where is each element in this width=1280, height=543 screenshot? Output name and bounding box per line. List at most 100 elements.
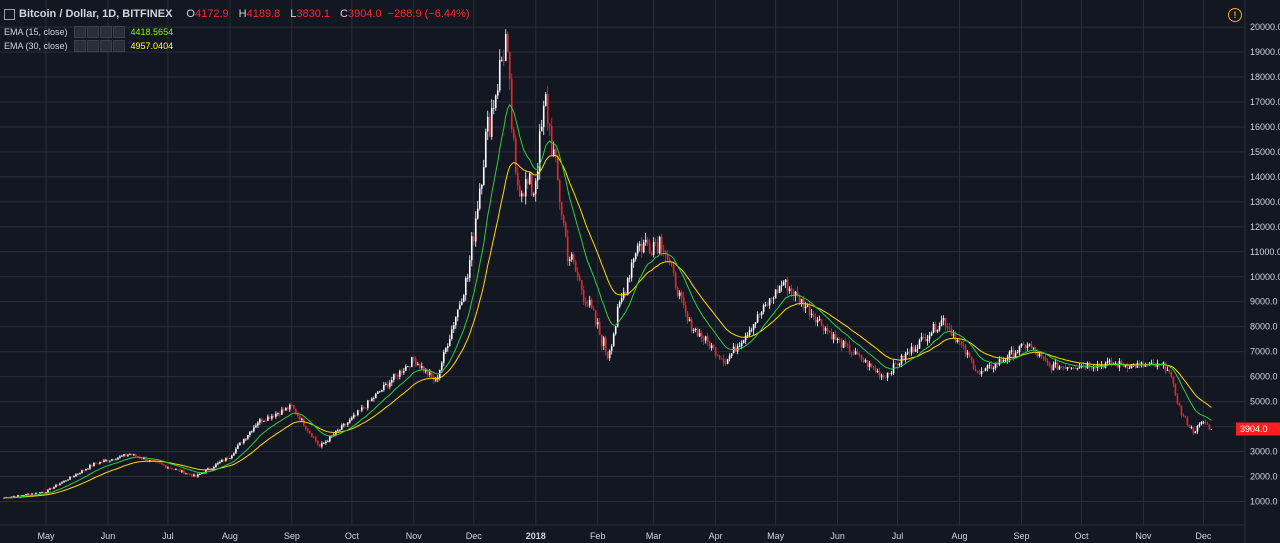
candle-body — [984, 368, 987, 372]
candle-body — [185, 473, 187, 475]
candle-body — [410, 357, 413, 367]
candle-body — [740, 342, 743, 347]
time-axis[interactable]: May Jun Jul Aug Sep Oct Nov Dec 2018 Feb Mar Apr May… — [37, 531, 1211, 541]
candle-body — [151, 459, 153, 461]
candle-body — [464, 278, 467, 296]
symbol-title[interactable]: Bitcoin / Dollar, 1D, BITFINEX — [19, 8, 173, 20]
candle-body — [942, 318, 945, 321]
ema-15-label[interactable]: EMA (15, close) — [4, 27, 68, 37]
ema-15-buttons[interactable] — [73, 26, 125, 38]
y-tick-label: 1000.0 — [1250, 497, 1278, 507]
candle-body — [1162, 362, 1165, 365]
candle-body — [828, 330, 831, 333]
candle-body — [928, 335, 931, 340]
collapse-icon[interactable] — [4, 8, 15, 20]
candle-body — [888, 372, 891, 374]
candle-body — [179, 469, 181, 472]
candle-body — [642, 242, 645, 253]
candle-body — [311, 433, 313, 438]
candle-body — [367, 400, 369, 408]
candle-body — [814, 317, 817, 323]
candle-body — [660, 236, 663, 250]
candle-body — [23, 495, 25, 496]
candle-body — [564, 223, 567, 237]
candle-body — [424, 369, 427, 372]
candle-body — [440, 362, 443, 370]
settings-icon[interactable] — [86, 26, 99, 38]
candle-body — [271, 415, 273, 419]
candle-body — [744, 335, 747, 341]
candle-body — [1006, 358, 1009, 361]
candle-body — [946, 326, 949, 328]
candle-body — [121, 455, 123, 457]
candle-body — [1016, 352, 1019, 354]
candle-body — [618, 301, 621, 307]
candle-body — [287, 407, 289, 410]
candle-body — [902, 355, 905, 360]
candle-body — [1012, 350, 1015, 358]
candle-body — [63, 480, 65, 483]
candle-body — [444, 348, 447, 353]
candle-body — [632, 259, 635, 263]
candle-body — [684, 305, 687, 313]
candle-body — [15, 496, 17, 498]
candle-body — [592, 308, 595, 311]
candle-body — [385, 384, 387, 385]
candle-body — [37, 492, 39, 494]
candle-body — [201, 473, 203, 474]
candle-body — [289, 404, 291, 410]
candle-body — [163, 464, 165, 466]
candle-body — [191, 474, 193, 477]
candle-body — [986, 365, 989, 369]
ema-30-label[interactable]: EMA (30, close) — [4, 41, 68, 51]
candle-body — [966, 352, 969, 355]
candle-body — [596, 322, 599, 325]
candle-body — [1108, 360, 1111, 362]
candle-body — [792, 291, 795, 297]
x-tick-label: 2018 — [526, 531, 546, 541]
candle-body — [1018, 346, 1021, 353]
ema-30-buttons[interactable] — [73, 40, 125, 52]
candle-body — [448, 338, 451, 347]
candle-body — [1090, 367, 1093, 369]
ema-15-line — [3, 103, 1212, 499]
candle-body — [934, 323, 937, 332]
candle-body — [722, 358, 725, 364]
candle-body — [960, 341, 963, 345]
candle-body — [696, 328, 699, 337]
ema-15-legend[interactable]: EMA (15, close) 4418.5654 — [4, 26, 173, 38]
candle-body — [365, 407, 367, 409]
eye-icon[interactable] — [73, 40, 86, 52]
candle-body — [580, 280, 583, 291]
candle-body — [259, 419, 261, 423]
candle-body — [1186, 417, 1189, 425]
close-icon[interactable] — [99, 26, 112, 38]
candle-body — [666, 254, 669, 260]
candle-body — [1164, 362, 1167, 371]
candle-body — [650, 253, 653, 255]
candle-body — [876, 370, 879, 372]
candle-body — [758, 314, 761, 316]
ema-30-legend[interactable]: EMA (30, close) 4957.0404 — [4, 40, 173, 52]
warning-icon[interactable]: ! — [1228, 8, 1242, 22]
candle-body — [1198, 424, 1201, 426]
candle-body — [832, 334, 835, 340]
candle-body — [486, 116, 489, 132]
candle-body — [89, 465, 91, 469]
candle-body — [854, 351, 857, 355]
candle-body — [27, 493, 29, 495]
candle-body — [782, 282, 785, 286]
candle-body — [426, 369, 429, 375]
candle-body — [718, 355, 721, 359]
more-icon[interactable] — [112, 40, 125, 52]
candle-body — [125, 454, 127, 456]
close-icon[interactable] — [99, 40, 112, 52]
eye-icon[interactable] — [73, 26, 86, 38]
candle-body — [1066, 367, 1069, 369]
settings-icon[interactable] — [86, 40, 99, 52]
more-icon[interactable] — [112, 26, 125, 38]
candle-body — [1000, 359, 1003, 362]
high-label: H — [238, 8, 247, 20]
candle-body — [181, 470, 183, 472]
